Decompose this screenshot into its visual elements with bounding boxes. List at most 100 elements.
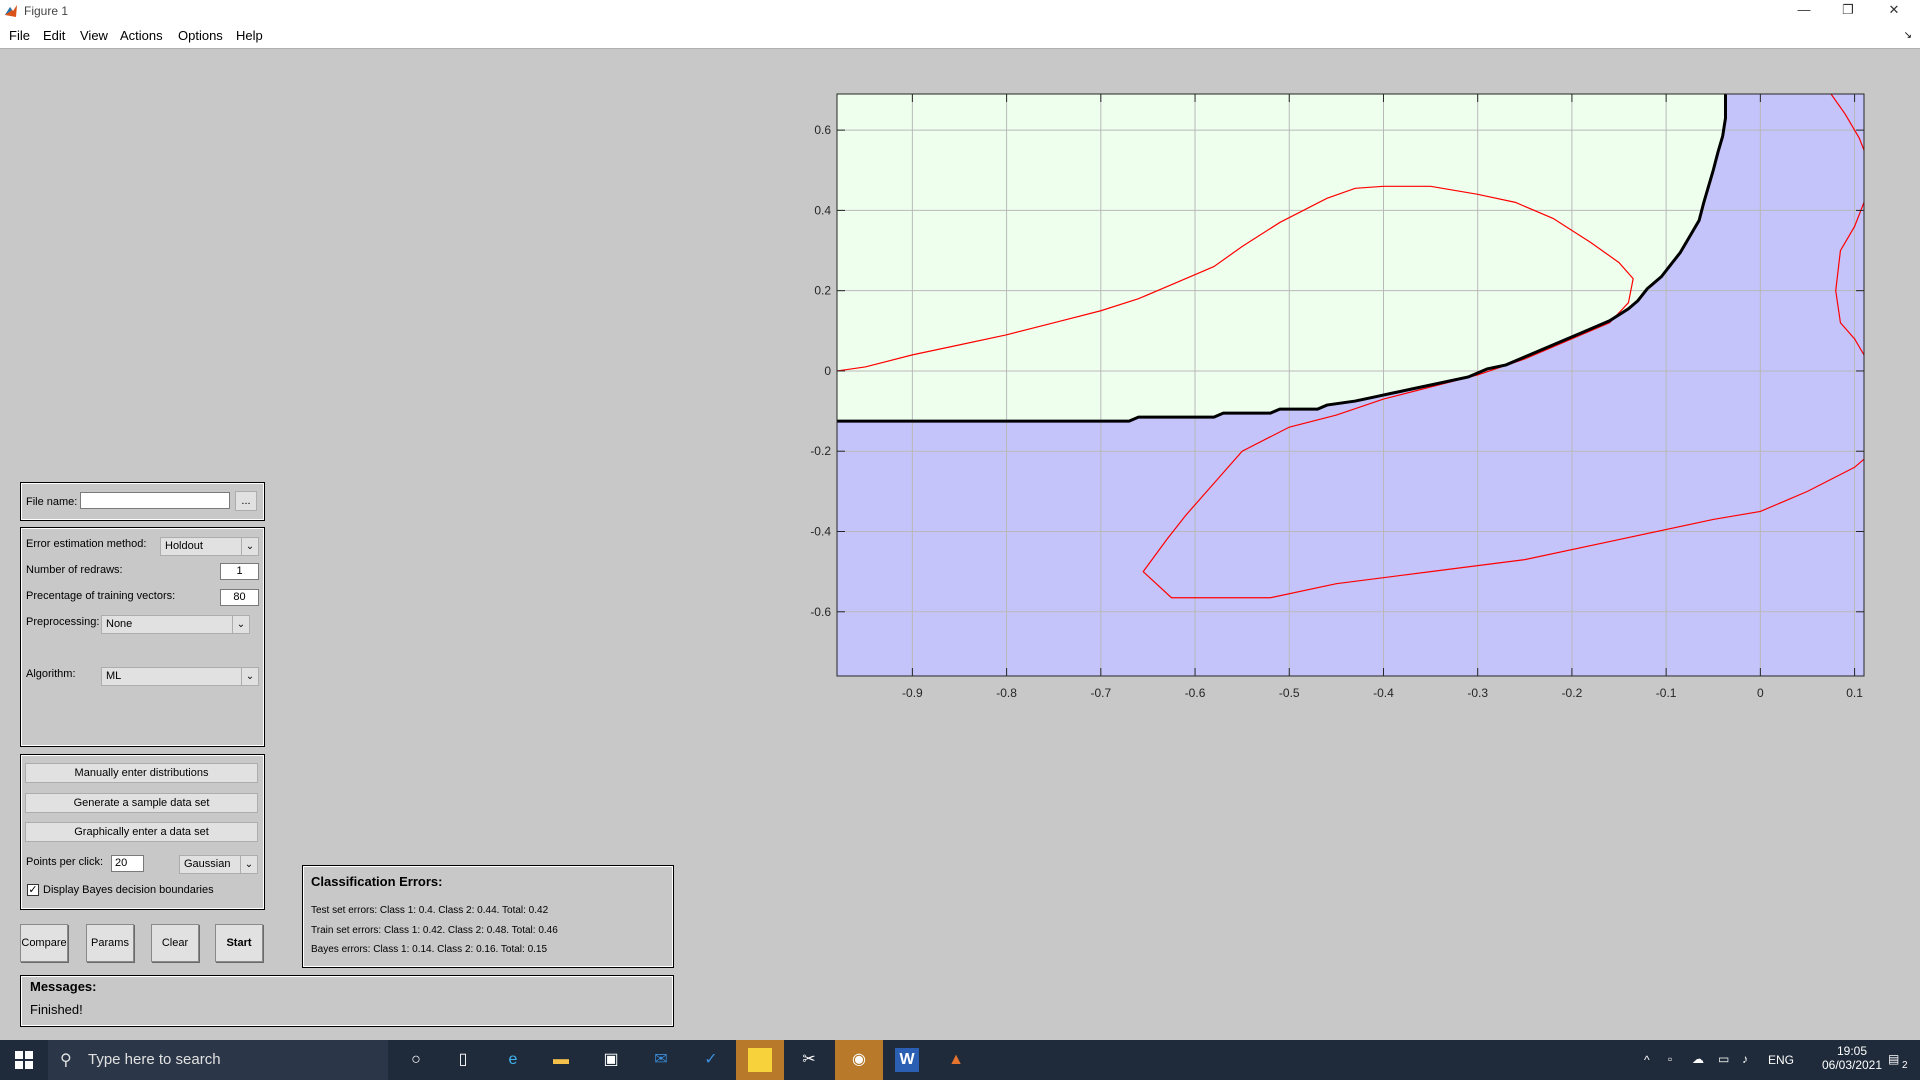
restore-button[interactable]: ❐	[1842, 2, 1854, 17]
title-bar: Figure 1 — ❐ ✕	[0, 0, 1920, 22]
chevron-down-icon: ⌄	[232, 616, 249, 633]
file-name-input[interactable]	[80, 492, 230, 509]
network-icon[interactable]: ▭	[1718, 1052, 1730, 1066]
notifications-icon[interactable]: ▤	[1888, 1052, 1900, 1066]
errors-title: Classification Errors:	[311, 874, 443, 889]
clock-date: 06/03/2021	[1821, 1058, 1883, 1072]
decision-boundary	[837, 94, 1727, 423]
redraws-input[interactable]: 1	[220, 563, 259, 580]
training-percent-input[interactable]: 80	[220, 589, 259, 606]
points-per-click-label: Points per click:	[26, 856, 104, 868]
menu-options[interactable]: Options	[178, 28, 223, 43]
error-method-value: Holdout	[165, 540, 203, 552]
y-tick-label: 0.6	[814, 123, 831, 137]
search-placeholder: Type here to search	[88, 1051, 221, 1068]
generate-dataset-button[interactable]: Generate a sample data set	[25, 793, 258, 813]
preprocessing-label: Preprocessing:	[26, 616, 100, 628]
error-method-label: Error estimation method:	[26, 538, 147, 550]
file-name-label: File name:	[26, 496, 78, 508]
menu-file[interactable]: File	[9, 28, 30, 43]
messages-title: Messages:	[30, 979, 97, 994]
language-indicator[interactable]: ENG	[1768, 1053, 1795, 1067]
app-taskbar-button[interactable]: ◉	[835, 1040, 883, 1080]
error-method-select[interactable]: Holdout ⌄	[160, 537, 259, 556]
menu-view[interactable]: View	[80, 28, 108, 43]
app-icon: ◉	[852, 1051, 866, 1068]
menu-edit[interactable]: Edit	[43, 28, 66, 43]
close-button[interactable]: ✕	[1888, 2, 1900, 17]
x-tick-label: -0.3	[1467, 686, 1488, 700]
menu-help[interactable]: Help	[236, 28, 263, 43]
cortana-icon[interactable]: ○	[411, 1051, 421, 1068]
mail-icon[interactable]: ✉	[654, 1051, 668, 1068]
file-explorer-icon[interactable]: ▬	[553, 1051, 569, 1068]
grid	[837, 94, 1864, 676]
browse-button[interactable]: ...	[235, 491, 257, 511]
windows-start-icon[interactable]	[12, 1048, 36, 1072]
decision-plot[interactable]: -0.9 -0.8 -0.7 -0.6 -0.5 -0.4 -0.3 -0.2 -0.1 0 0.1…	[800, 85, 1900, 715]
window-title: Figure 1	[24, 4, 69, 18]
onedrive-icon[interactable]: ☁	[1692, 1052, 1704, 1066]
compare-button[interactable]: Compare	[20, 924, 68, 962]
todo-icon[interactable]: ✓	[704, 1051, 718, 1068]
x-tick-label: -0.8	[996, 686, 1017, 700]
test-errors-text: Test set errors: Class 1: 0.4. Class 2: …	[311, 905, 549, 916]
file-panel: File name: ...	[20, 482, 265, 521]
settings-panel: Error estimation method: Holdout ⌄ Numbe…	[20, 527, 265, 747]
minimize-button[interactable]: —	[1797, 2, 1811, 17]
manual-distributions-button[interactable]: Manually enter distributions	[25, 763, 258, 783]
decision-boundary-line	[837, 94, 1727, 423]
snipping-tool-icon[interactable]: ✂	[802, 1051, 816, 1068]
x-tick-label: -0.1	[1656, 686, 1677, 700]
clear-button[interactable]: Clear	[151, 924, 199, 962]
sticky-notes-taskbar-button[interactable]	[736, 1040, 784, 1080]
params-button[interactable]: Params	[86, 924, 134, 962]
algorithm-select[interactable]: ML ⌄	[101, 667, 259, 686]
classification-errors-panel: Classification Errors: Test set errors: …	[302, 865, 674, 968]
show-hidden-icons-icon[interactable]: ^	[1644, 1053, 1650, 1067]
x-tick-label: 0.1	[1846, 686, 1863, 700]
messages-panel: Messages: Finished!	[20, 975, 674, 1027]
y-tick-label: -0.2	[810, 444, 831, 458]
y-tick-label: 0	[824, 364, 831, 378]
menu-actions[interactable]: Actions	[120, 28, 163, 43]
redraws-label: Number of redraws:	[26, 564, 123, 576]
taskbar-search[interactable]: ⚲ Type here to search	[48, 1040, 388, 1080]
word-icon[interactable]: W	[895, 1048, 919, 1072]
clock[interactable]: 19:05 06/03/2021	[1820, 1044, 1884, 1072]
bayes-boundaries-checkbox[interactable]: ✓	[27, 884, 39, 896]
chevron-down-icon: ⌄	[240, 856, 257, 873]
algorithm-value: ML	[106, 670, 122, 682]
volume-icon[interactable]: ♪	[1742, 1052, 1748, 1066]
matlab-icon	[4, 4, 18, 18]
bayes-boundary-curve	[1835, 202, 1864, 356]
clock-time: 19:05	[1836, 1044, 1868, 1058]
tick-labels: -0.9 -0.8 -0.7 -0.6 -0.5 -0.4 -0.3 -0.2 -0.1 0 0.1…	[810, 123, 1863, 700]
y-tick-label: 0.4	[814, 203, 831, 217]
graphical-dataset-button[interactable]: Graphically enter a data set	[25, 822, 258, 842]
region-class1	[837, 94, 1726, 422]
train-errors-text: Train set errors: Class 1: 0.42. Class 2…	[311, 925, 558, 936]
edge-icon[interactable]: e	[508, 1051, 518, 1068]
y-tick-label: 0.2	[814, 284, 831, 298]
bayes-errors-text: Bayes errors: Class 1: 0.14. Class 2: 0.…	[311, 944, 548, 955]
task-view-icon[interactable]: ▯	[458, 1051, 468, 1068]
search-icon: ⚲	[60, 1052, 72, 1069]
start-button[interactable]: Start	[215, 924, 263, 962]
bayes-boundary-curve	[837, 185, 1864, 599]
axes-box	[836, 93, 1865, 677]
store-icon[interactable]: ▣	[603, 1051, 619, 1068]
preprocessing-select[interactable]: None ⌄	[101, 615, 250, 634]
y-tick-label: -0.4	[810, 525, 831, 539]
y-tick-label: -0.6	[810, 605, 831, 619]
points-per-click-input[interactable]: 20	[111, 855, 144, 872]
menu-bar: File Edit View Actions Options Help ↘	[0, 22, 1920, 49]
algorithm-label: Algorithm:	[26, 668, 76, 680]
sticky-notes-icon	[748, 1048, 772, 1072]
distribution-select[interactable]: Gaussian ⌄	[179, 855, 258, 874]
decision-regions	[837, 94, 1864, 676]
taskbar: ⚲ Type here to search ○ ▯ e ▬ ▣ ✉ ✓ ✂ ◉ …	[0, 1040, 1920, 1080]
training-percent-label: Precentage of training vectors:	[26, 590, 176, 602]
matlab-taskbar-icon[interactable]: ▲	[948, 1051, 964, 1068]
tray-app-icon[interactable]: ▫	[1668, 1052, 1673, 1066]
